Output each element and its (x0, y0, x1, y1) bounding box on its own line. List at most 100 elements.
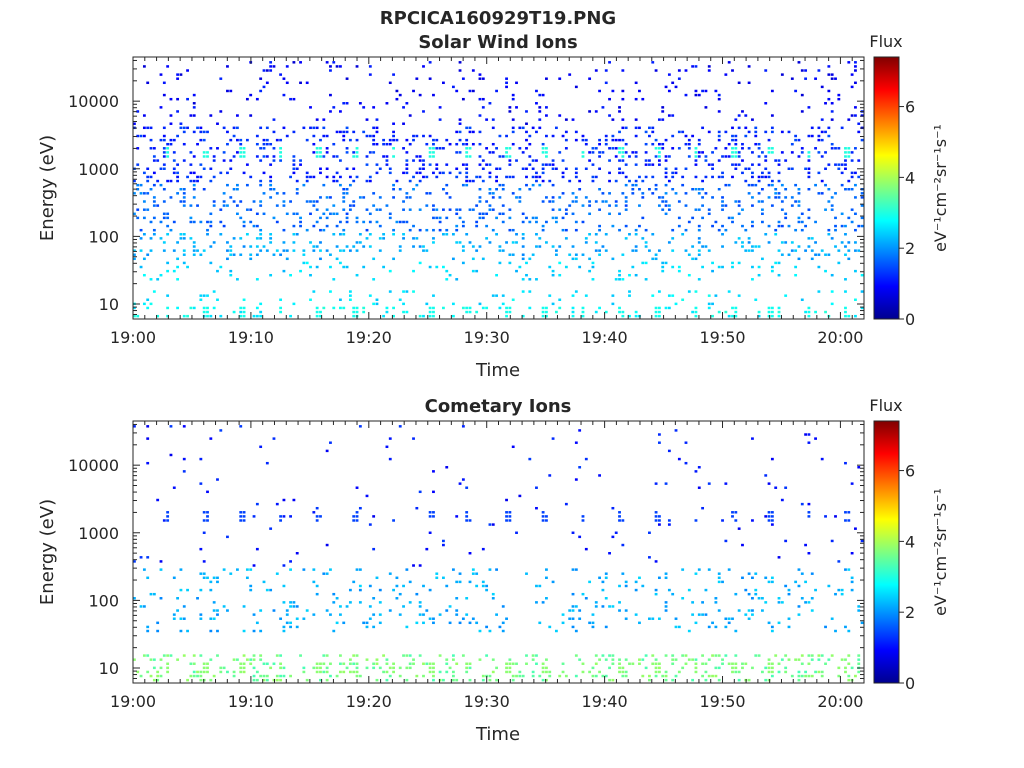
heatmap-cell (681, 654, 685, 657)
heatmap-cell (707, 306, 711, 310)
heatmap-cell (385, 159, 389, 162)
heatmap-cell (133, 212, 136, 216)
heatmap-cell (684, 662, 688, 665)
heatmap-cell (169, 228, 173, 232)
heatmap-cell (169, 114, 173, 117)
heatmap-cell (199, 175, 203, 179)
heatmap-cell (674, 192, 678, 195)
heatmap-cell (491, 658, 495, 661)
heatmap-cell (269, 61, 273, 64)
heatmap-cell (860, 196, 864, 199)
heatmap-cell (857, 159, 861, 162)
heatmap-cell (212, 200, 216, 203)
heatmap-cell (840, 588, 844, 592)
heatmap-cell (535, 278, 538, 281)
heatmap-cell (581, 519, 585, 522)
heatmap-cell (505, 77, 508, 80)
heatmap-cell (541, 228, 545, 232)
heatmap-cell (442, 147, 445, 150)
heatmap-cell (621, 159, 625, 162)
heatmap-cell (202, 519, 206, 522)
heatmap-cell (644, 278, 648, 281)
heatmap-cell (531, 126, 535, 130)
heatmap-cell (139, 249, 143, 252)
heatmap-cell (279, 519, 283, 522)
heatmap-cell (618, 666, 621, 670)
heatmap-cell (329, 253, 332, 256)
heatmap-cell (581, 670, 585, 674)
heatmap-cell (345, 605, 349, 608)
heatmap-cell (521, 253, 525, 256)
heatmap-cell (478, 188, 482, 191)
heatmap-cell (638, 658, 641, 661)
heatmap-cell (731, 314, 734, 318)
heatmap-cell (548, 163, 552, 166)
heatmap-cell (332, 155, 336, 158)
heatmap-cell (518, 494, 522, 498)
heatmap-cell (226, 130, 229, 134)
heatmap-cell (432, 617, 435, 620)
heatmap-cell (827, 65, 831, 68)
heatmap-cell (714, 674, 718, 678)
heatmap-cell (481, 212, 485, 216)
heatmap-cell (701, 245, 705, 248)
heatmap-cell (747, 678, 751, 682)
heatmap-cell (704, 662, 708, 665)
heatmap-cell (817, 658, 821, 661)
heatmap-cell (432, 142, 435, 146)
heatmap-cell (412, 658, 415, 661)
heatmap-cell (827, 584, 831, 588)
heatmap-cell (428, 515, 432, 518)
heatmap-cell (265, 138, 269, 142)
heatmap-cell (342, 134, 346, 138)
heatmap-cell (189, 674, 193, 678)
heatmap-cell (388, 81, 392, 85)
heatmap-cell (202, 188, 206, 191)
heatmap-cell (551, 216, 555, 220)
heatmap-cell (515, 531, 518, 534)
heatmap-cell (654, 588, 658, 592)
heatmap-cell (252, 613, 256, 616)
heatmap-cell (169, 453, 173, 457)
heatmap-cell (385, 678, 389, 682)
heatmap-cell (721, 204, 724, 207)
heatmap-cell (634, 183, 638, 187)
heatmap-cell (804, 674, 808, 678)
heatmap-cell (854, 298, 857, 301)
heatmap-cell (162, 654, 166, 657)
heatmap-cell (777, 224, 781, 228)
heatmap-cell (315, 245, 319, 248)
heatmap-cell (564, 502, 568, 506)
heatmap-cell (229, 245, 233, 248)
heatmap-cell (807, 167, 811, 170)
heatmap-cell (385, 204, 389, 207)
heatmap-cell (661, 208, 665, 211)
heatmap-cell (545, 220, 548, 224)
heatmap-cell (574, 654, 578, 657)
heatmap-cell (312, 613, 316, 616)
heatmap-cell (368, 294, 372, 297)
heatmap-cell (671, 237, 675, 240)
heatmap-cell (229, 572, 233, 575)
heatmap-cell (232, 155, 236, 158)
heatmap-cell (571, 625, 575, 629)
heatmap-cell (535, 662, 538, 665)
heatmap-cell (714, 601, 718, 604)
heatmap-cell (146, 654, 150, 657)
heatmap-cell (751, 613, 754, 616)
heatmap-cell (807, 306, 811, 310)
heatmap-cell (392, 228, 395, 232)
heatmap-cell (770, 511, 774, 514)
heatmap-cell (352, 167, 356, 170)
heatmap-cell (628, 294, 631, 297)
heatmap-cell (232, 674, 236, 678)
heatmap-cell (551, 167, 555, 170)
heatmap-cell (468, 678, 472, 682)
heatmap-cell (392, 183, 395, 187)
heatmap-cell (817, 134, 821, 138)
heatmap-cell (731, 306, 734, 310)
heatmap-cell (554, 249, 558, 252)
heatmap-cell (358, 568, 362, 571)
heatmap-cell (731, 163, 734, 166)
